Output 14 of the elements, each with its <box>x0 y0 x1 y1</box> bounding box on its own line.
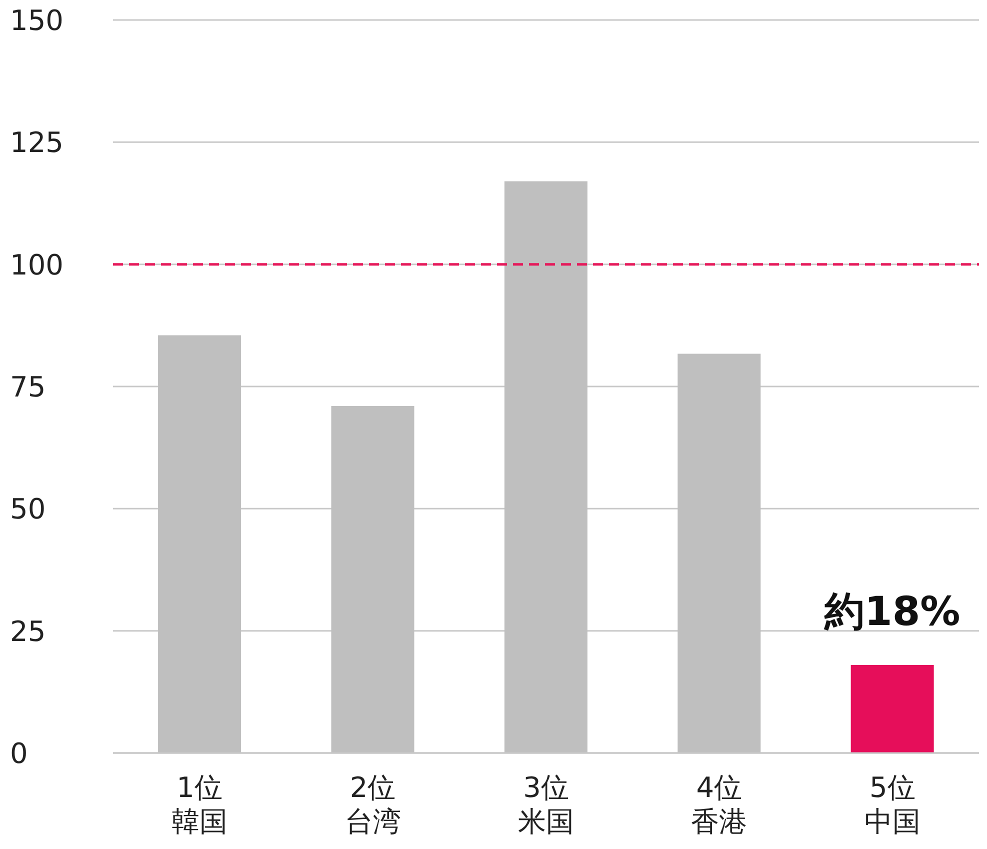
y-tick-label: 75 <box>10 370 46 404</box>
y-tick-label: 0 <box>10 736 28 770</box>
annotation: 約18% <box>824 589 960 636</box>
y-tick-label: 50 <box>10 492 46 526</box>
x-tick-label: 4位香港 <box>691 771 748 838</box>
y-tick-label: 25 <box>10 614 46 648</box>
y-tick-label: 125 <box>10 126 64 160</box>
y-tick-label: 100 <box>10 248 64 282</box>
x-tick-label: 5位中国 <box>864 771 920 838</box>
x-tick-label: 1位韓国 <box>172 771 228 838</box>
x-tick-label: 2位台湾 <box>344 771 401 838</box>
bar <box>850 665 934 753</box>
y-tick-label: 150 <box>10 4 64 37</box>
x-tick-label: 3位米国 <box>518 771 574 838</box>
